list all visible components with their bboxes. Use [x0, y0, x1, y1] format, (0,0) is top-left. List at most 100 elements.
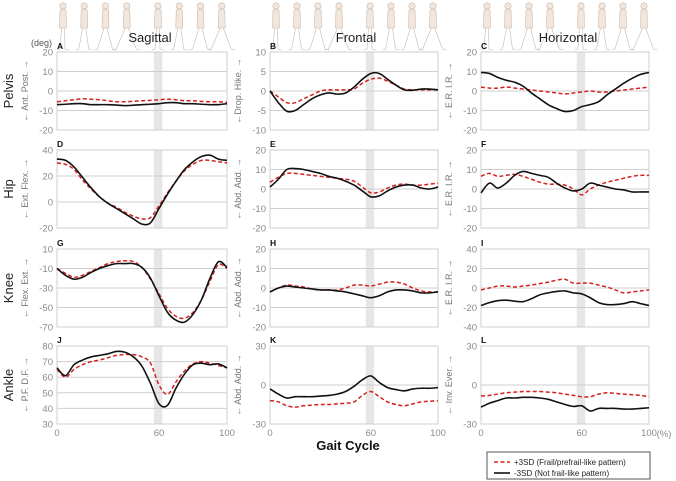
row-label: Pelvis — [1, 73, 16, 108]
y-tick-label: 60 — [42, 373, 53, 384]
y-axis-label: ← Ext. Flex. → — [20, 159, 30, 220]
walking-figure-icon — [288, 2, 306, 51]
walking-figure-icon — [306, 2, 330, 51]
walking-figure-icon — [480, 2, 494, 51]
y-tick-label: 10 — [42, 245, 53, 256]
y-tick-label: -20 — [252, 224, 266, 235]
y-axis-label: ← E.R. I.R. → — [444, 62, 454, 119]
walking-figure-icon — [536, 2, 564, 51]
series-line-minus3sd — [56, 101, 228, 107]
series-line-plus3sd — [269, 281, 439, 293]
series-line-minus3sd — [480, 71, 650, 113]
y-axis-label: ← Abd. Add. → — [233, 257, 243, 319]
walking-figure-icon — [170, 2, 188, 51]
y-tick-label: -70 — [39, 323, 53, 334]
series-line-minus3sd — [480, 170, 649, 194]
walking-figure-icon — [611, 2, 635, 51]
walking-figure-icon — [189, 2, 212, 51]
y-axis-label: ← E.R. I.R. → — [444, 160, 454, 217]
y-tick-label: 20 — [255, 146, 266, 157]
y-axis-label: ← Abd. Add. → — [233, 158, 243, 220]
x-tick-label: 0 — [267, 428, 272, 439]
series-line-minus3sd — [480, 396, 650, 412]
row-label: Knee — [1, 273, 16, 303]
panel-letter: F — [481, 139, 486, 149]
walking-figure-icon — [113, 2, 141, 51]
x-tick-label: 60 — [577, 428, 588, 439]
y-tick-label: 80 — [42, 342, 53, 353]
y-tick-label: 10 — [255, 264, 266, 275]
y-tick-label: -30 — [39, 284, 53, 295]
unit-label: (deg) — [31, 38, 52, 48]
y-tick-label: 10 — [42, 67, 53, 78]
plot-frame — [480, 248, 650, 328]
y-tick-label: 20 — [466, 264, 477, 275]
panel-letter: D — [57, 139, 63, 149]
y-tick-label: -20 — [39, 126, 53, 137]
toe-off-shaded-band — [153, 346, 163, 424]
series-line-minus3sd — [269, 71, 439, 113]
series-line-minus3sd — [56, 350, 228, 408]
x-tick-label: 100 — [641, 428, 657, 439]
plot-frame — [56, 345, 228, 425]
panel-e: -20 -10 0 10 20 E ← Abd. Add. → — [233, 139, 439, 235]
walking-figure-icon — [363, 2, 377, 51]
walking-figures-strip — [56, 2, 658, 51]
plot-frame — [56, 51, 228, 131]
series-line-minus3sd — [269, 167, 439, 198]
y-tick-label: -10 — [463, 106, 477, 117]
plot-frame — [480, 149, 650, 229]
series-line-plus3sd — [480, 86, 650, 95]
panel-letter: C — [481, 41, 487, 51]
walking-figure-icon — [499, 2, 517, 51]
y-tick-label: 0 — [472, 381, 477, 392]
panel-h: -20 -10 0 10 20 H ← Abd. Add. → — [233, 238, 439, 334]
y-tick-label: -20 — [39, 224, 53, 235]
x-tick-label: 100 — [430, 428, 446, 439]
series-line-minus3sd — [269, 285, 439, 299]
walking-figure-icon — [325, 2, 353, 51]
panel-letter: B — [270, 41, 276, 51]
series-line-minus3sd — [56, 154, 228, 226]
panel-letter: E — [270, 139, 276, 149]
series-line-plus3sd — [56, 98, 228, 104]
walking-figure-icon — [517, 2, 541, 51]
y-tick-label: 20 — [255, 245, 266, 256]
legend-label-minus3sd: -3SD (Not frail-like pattern) — [514, 469, 609, 478]
column-title-frontal: Frontal — [336, 30, 377, 45]
walking-figure-icon — [269, 2, 283, 51]
plot-frame — [56, 149, 228, 229]
x-unit-label: (%) — [657, 429, 672, 440]
y-tick-label: 0 — [48, 87, 53, 98]
y-tick-label: -5 — [258, 106, 266, 117]
y-axis-label: ← Inv. Ever. → — [444, 355, 454, 415]
y-tick-label: 30 — [42, 420, 53, 431]
plot-frame — [56, 248, 228, 328]
y-tick-label: -30 — [463, 420, 477, 431]
toe-off-shaded-band — [153, 150, 163, 228]
series-line-minus3sd — [269, 375, 439, 399]
y-tick-label: -10 — [39, 264, 53, 275]
y-axis-label: ← P.F. D.F. → — [20, 357, 30, 413]
walking-figure-icon — [151, 2, 165, 51]
panel-j: 30 40 50 60 70 80 J ← P.F. D.F. → 0 60 100 Ankle — [1, 335, 235, 439]
y-tick-label: 0 — [472, 284, 477, 295]
row-label: Hip — [1, 179, 16, 199]
legend: +3SD (Frail/prefrail-like pattern) -3SD … — [486, 451, 651, 480]
y-tick-label: 70 — [42, 357, 53, 368]
y-tick-label: 20 — [466, 48, 477, 59]
series-line-plus3sd — [480, 172, 650, 196]
x-tick-label: 60 — [154, 428, 165, 439]
y-axis-label: ←Drop. Hike. → — [233, 58, 243, 124]
x-tick-label: 60 — [366, 428, 377, 439]
y-axis-label: ← Flex. Ext. → — [20, 258, 30, 319]
walking-figure-icon — [419, 2, 447, 51]
series-line-plus3sd — [56, 159, 228, 220]
y-tick-label: 0 — [261, 284, 266, 295]
legend-label-plus3sd: +3SD (Frail/prefrail-like pattern) — [514, 458, 626, 467]
y-tick-label: 5 — [261, 67, 266, 78]
